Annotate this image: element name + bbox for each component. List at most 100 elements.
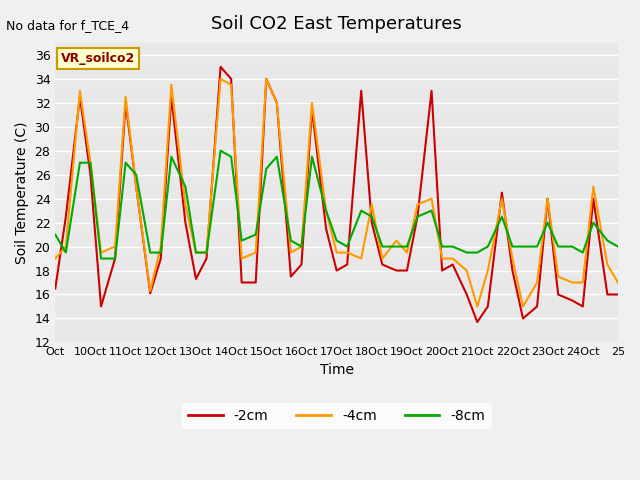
-2cm	[122, 100, 129, 106]
-2cm	[533, 303, 541, 309]
-2cm	[449, 262, 456, 267]
-4cm	[227, 82, 235, 88]
-4cm	[262, 76, 270, 82]
Text: No data for f_TCE_4: No data for f_TCE_4	[6, 19, 129, 32]
-8cm	[298, 244, 305, 250]
-4cm	[298, 244, 305, 250]
X-axis label: Time: Time	[319, 363, 354, 377]
-2cm	[322, 226, 330, 231]
-4cm	[589, 184, 597, 190]
-4cm	[308, 100, 316, 106]
-4cm	[392, 238, 400, 243]
-2cm	[333, 268, 340, 274]
-8cm	[449, 244, 456, 250]
-4cm	[273, 100, 281, 106]
-2cm	[168, 94, 175, 100]
-8cm	[111, 256, 119, 262]
-2cm	[157, 256, 164, 262]
Title: Soil CO2 East Temperatures: Soil CO2 East Temperatures	[211, 15, 462, 33]
-8cm	[168, 154, 175, 159]
-8cm	[182, 184, 189, 190]
-8cm	[357, 208, 365, 214]
-2cm	[614, 292, 622, 298]
-2cm	[604, 292, 611, 298]
-2cm	[252, 280, 260, 286]
-4cm	[122, 94, 129, 100]
-8cm	[463, 250, 470, 255]
-2cm	[568, 298, 576, 303]
-2cm	[428, 88, 435, 94]
-8cm	[533, 244, 541, 250]
-4cm	[157, 244, 164, 250]
-8cm	[403, 244, 411, 250]
-8cm	[217, 148, 225, 154]
-4cm	[428, 196, 435, 202]
-8cm	[474, 250, 481, 255]
-2cm	[357, 88, 365, 94]
-8cm	[614, 244, 622, 250]
-8cm	[147, 250, 154, 255]
-4cm	[343, 250, 351, 255]
-2cm	[392, 268, 400, 274]
-2cm	[287, 274, 295, 279]
-8cm	[252, 232, 260, 238]
-4cm	[449, 256, 456, 262]
-2cm	[273, 100, 281, 106]
-2cm	[378, 262, 386, 267]
-2cm	[132, 184, 140, 190]
-2cm	[86, 172, 94, 178]
-4cm	[554, 274, 562, 279]
-2cm	[238, 280, 246, 286]
-2cm	[498, 190, 506, 195]
-4cm	[192, 250, 200, 255]
-8cm	[428, 208, 435, 214]
-4cm	[368, 202, 376, 207]
-4cm	[217, 76, 225, 82]
-4cm	[287, 250, 295, 255]
-4cm	[463, 268, 470, 274]
-8cm	[86, 160, 94, 166]
-2cm	[544, 196, 552, 202]
-8cm	[308, 154, 316, 159]
-8cm	[589, 220, 597, 226]
-8cm	[438, 244, 446, 250]
-8cm	[392, 244, 400, 250]
-4cm	[333, 250, 340, 255]
-2cm	[438, 268, 446, 274]
-4cm	[544, 196, 552, 202]
-4cm	[604, 262, 611, 267]
-8cm	[322, 208, 330, 214]
-2cm	[262, 76, 270, 82]
-2cm	[343, 262, 351, 267]
-4cm	[62, 244, 70, 250]
-8cm	[333, 238, 340, 243]
-4cm	[203, 250, 211, 255]
-8cm	[62, 250, 70, 255]
-2cm	[403, 268, 411, 274]
-8cm	[413, 214, 421, 219]
-2cm	[579, 303, 587, 309]
-8cm	[579, 250, 587, 255]
-8cm	[509, 244, 516, 250]
-2cm	[62, 214, 70, 219]
-8cm	[378, 244, 386, 250]
-4cm	[378, 256, 386, 262]
-4cm	[579, 280, 587, 286]
-4cm	[614, 280, 622, 286]
-4cm	[322, 208, 330, 214]
-8cm	[192, 250, 200, 255]
-8cm	[544, 220, 552, 226]
-2cm	[203, 256, 211, 262]
-4cm	[182, 202, 189, 207]
-4cm	[568, 280, 576, 286]
-8cm	[273, 154, 281, 159]
-8cm	[238, 238, 246, 243]
Line: -2cm: -2cm	[55, 67, 618, 322]
-2cm	[227, 76, 235, 82]
Y-axis label: Soil Temperature (C): Soil Temperature (C)	[15, 121, 29, 264]
-8cm	[498, 214, 506, 219]
-2cm	[484, 303, 492, 309]
-4cm	[533, 280, 541, 286]
-2cm	[554, 292, 562, 298]
-2cm	[463, 292, 470, 298]
